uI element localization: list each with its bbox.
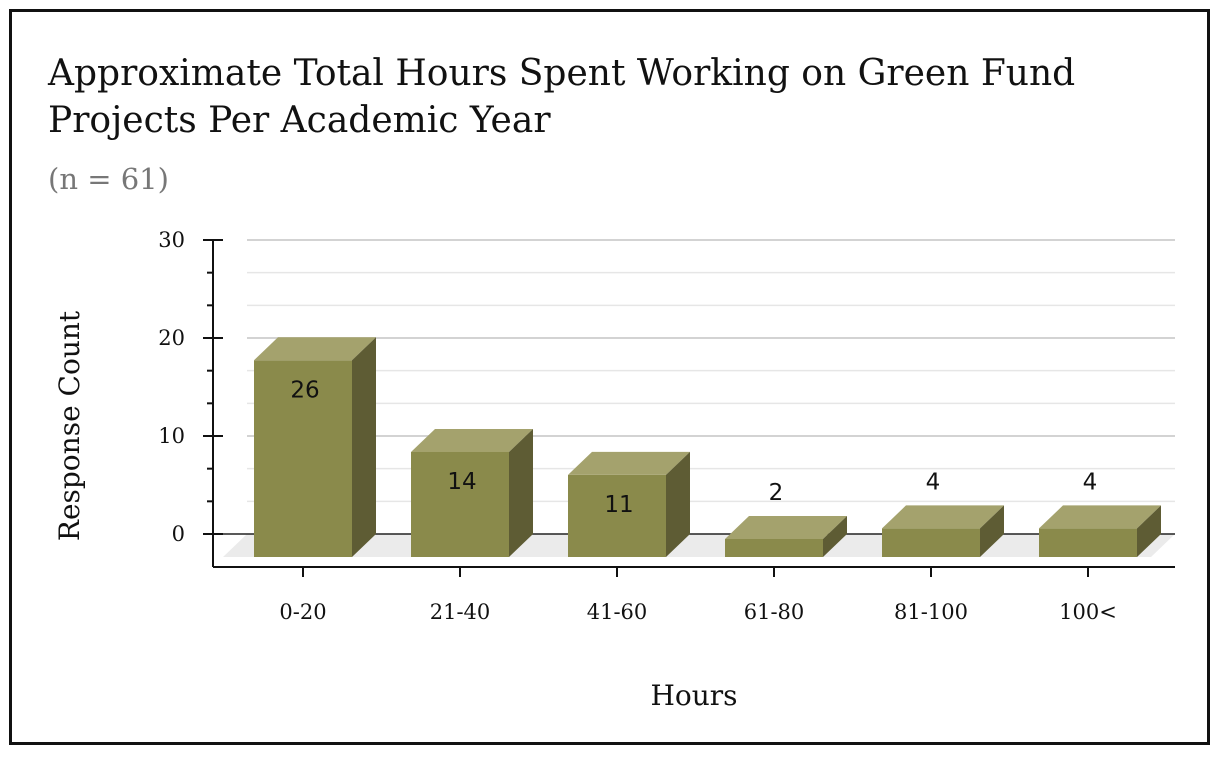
- y-tick-label: 30: [158, 228, 185, 252]
- data-label: 2: [769, 480, 784, 506]
- x-tick-label: 100<: [1059, 600, 1117, 624]
- chart-title: Approximate Total Hours Spent Working on…: [48, 53, 1076, 141]
- bar-top: [882, 505, 1004, 529]
- y-tick-label: 20: [158, 326, 185, 350]
- data-label: 14: [447, 469, 476, 495]
- x-tick-label: 61-80: [744, 600, 805, 624]
- bar-side: [352, 337, 376, 557]
- bar-front: [725, 539, 823, 557]
- bar-side: [666, 451, 690, 557]
- bar: [882, 505, 1004, 557]
- bar-front: [411, 451, 509, 557]
- data-label: 11: [604, 492, 633, 518]
- bar: [411, 428, 533, 557]
- bar: [254, 337, 376, 557]
- data-label: 4: [1083, 469, 1098, 495]
- gridlines: [223, 239, 1175, 535]
- x-tick-label: 21-40: [430, 600, 491, 624]
- bar-side: [823, 516, 847, 557]
- chart-frame: [9, 9, 1210, 745]
- bar-front: [1039, 528, 1137, 557]
- x-axis-title: Hours: [650, 679, 737, 712]
- bar-top: [1039, 505, 1161, 529]
- bar-top: [254, 337, 376, 361]
- bars: [254, 337, 1161, 557]
- bar-front: [882, 528, 980, 557]
- axes: 0 10 20 30: [158, 228, 1175, 577]
- data-label: 26: [290, 377, 319, 403]
- y-tick-label: 10: [158, 424, 185, 448]
- bar-top: [411, 428, 533, 452]
- x-tick-label: 81-100: [894, 600, 968, 624]
- bar-side: [980, 505, 1004, 557]
- bar-front: [568, 474, 666, 557]
- bar: [568, 451, 690, 557]
- bar-side: [1137, 505, 1161, 557]
- bar: [1039, 505, 1161, 557]
- y-axis-title: Response Count: [53, 310, 86, 541]
- bar-side: [509, 428, 533, 557]
- labels: 26 0-20 14 21-40 11 41-60 2 61-80 4 81-100 4 100<: [279, 377, 1116, 624]
- y-tick-label: 0: [172, 522, 185, 546]
- data-label: 4: [926, 469, 941, 495]
- x-tick-label: 0-20: [279, 600, 326, 624]
- x-tick-label: 41-60: [587, 600, 648, 624]
- bar-top: [725, 516, 847, 539]
- bar-front: [254, 360, 352, 557]
- bar: [725, 516, 847, 557]
- bar-top: [568, 451, 690, 475]
- chart-subtitle: (n = 61): [48, 162, 169, 196]
